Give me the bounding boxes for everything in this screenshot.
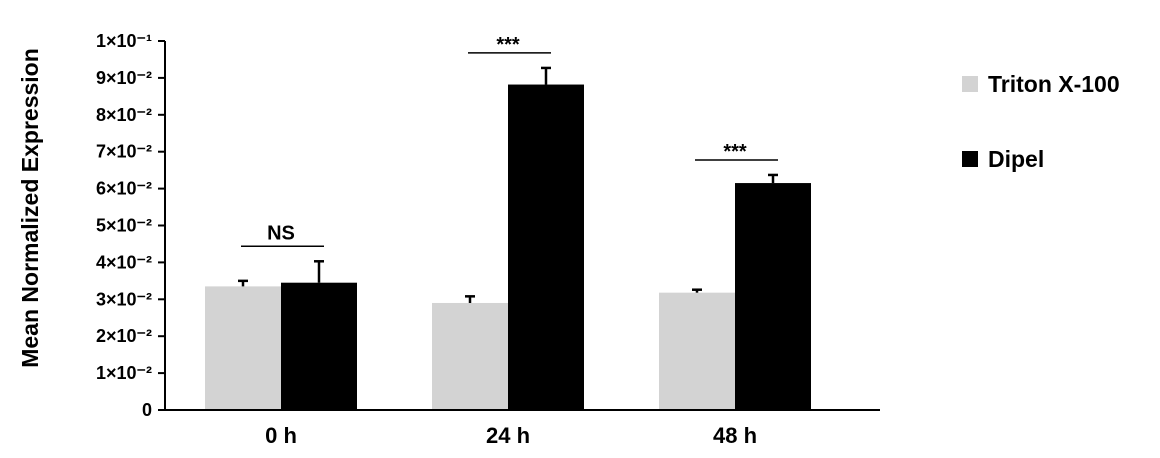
bars-group [205,84,811,411]
y-tick-label: 9×10⁻² [96,68,152,88]
y-tick-label: 3×10⁻² [96,289,152,309]
legend-label: Triton X-100 [988,71,1120,97]
bar-triton-x-100-2 [659,292,735,410]
y-tick-label: 2×10⁻² [96,326,152,346]
error-bars-group [238,66,778,303]
y-tick-label: 4×10⁻² [96,252,152,272]
y-tick-label: 5×10⁻² [96,216,152,236]
y-tick-label: 0 [142,400,152,420]
y-tick-label: 8×10⁻² [96,105,152,125]
x-category-label: 24 h [486,423,530,448]
y-tick-label: 7×10⁻² [96,142,152,162]
legend-label: Dipel [988,146,1044,172]
legend-swatch [962,76,978,92]
y-ticks-group: 0 1×10⁻² 2×10⁻² 3×10⁻² 4×10⁻² 5×10⁻² 6×10⁻² 7×1… [96,31,165,420]
significance-label: *** [723,141,747,163]
bar-triton-x-100-1 [432,302,508,410]
x-labels-group: 0 h 24 h 48 h [265,423,757,448]
significance-label: NS [267,222,295,244]
y-tick-label: 6×10⁻² [96,179,152,199]
bar-dipel-1 [508,84,584,411]
y-tick-label: 1×10⁻¹ [96,31,152,51]
significance-group: NS *** *** [241,34,778,248]
legend-swatch [962,151,978,167]
y-tick-label: 1×10⁻² [96,363,152,383]
x-category-label: 48 h [713,423,757,448]
y-axis-label: Mean Normalized Expression [17,48,43,368]
bar-triton-x-100-0 [205,286,281,410]
x-category-label: 0 h [265,423,297,448]
legend: Triton X-100 Dipel [962,71,1120,172]
bar-dipel-2 [735,183,811,410]
significance-label: *** [496,34,520,56]
bar-dipel-0 [281,282,357,410]
